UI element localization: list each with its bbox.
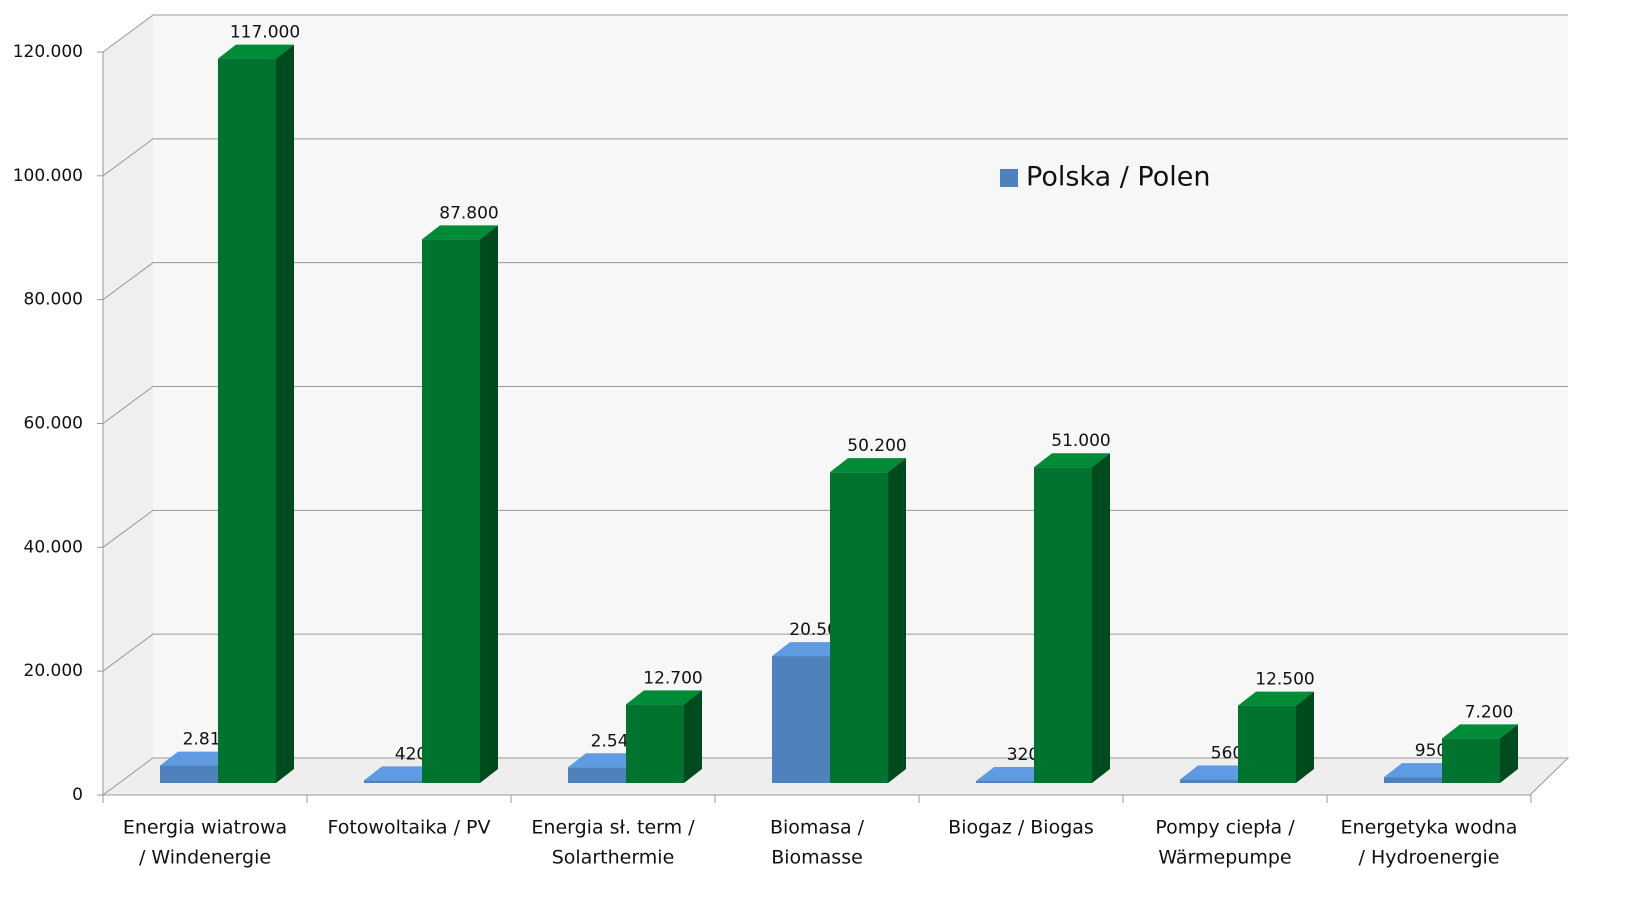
- x-tick-label: Biomasse: [771, 847, 863, 869]
- grid-line: [102, 14, 1568, 53]
- bar-top: [568, 753, 644, 768]
- bar: [772, 656, 830, 783]
- bar-top: [772, 642, 848, 657]
- bar: [1180, 779, 1238, 783]
- bar: [1034, 467, 1092, 783]
- data-label: 87.800: [439, 203, 498, 223]
- bar: [568, 767, 626, 783]
- bar-top: [364, 766, 440, 781]
- x-tick-label: Wärmepumpe: [1158, 847, 1291, 869]
- x-tick-label: / Windenergie: [139, 847, 271, 869]
- bar-top: [1180, 765, 1256, 780]
- bar: [160, 765, 218, 783]
- data-label: 12.700: [643, 668, 702, 688]
- bar: [422, 239, 480, 783]
- bar: [1442, 738, 1500, 783]
- bar: [1238, 705, 1296, 783]
- bar: [976, 781, 1034, 783]
- x-tick-label: Biogaz / Biogas: [948, 817, 1094, 839]
- x-tick-label: Energia sł. term /: [531, 817, 695, 839]
- bar: [830, 472, 888, 783]
- data-label: 117.000: [230, 23, 300, 43]
- bar-side: [1500, 724, 1518, 783]
- data-label: 12.500: [1255, 670, 1314, 690]
- x-tick-label: / Hydroenergie: [1359, 847, 1500, 869]
- bar-top: [830, 458, 906, 473]
- data-label: 51.000: [1051, 431, 1110, 451]
- grid-line: [102, 386, 1568, 424]
- bar-side: [480, 225, 498, 783]
- bar-top: [160, 751, 236, 766]
- bar-top: [422, 225, 498, 240]
- bar-top: [626, 690, 702, 705]
- bar-top: [1034, 453, 1110, 468]
- x-tick-label: Energetyka wodna: [1341, 817, 1518, 839]
- legend-label: Polska / Polen: [1026, 162, 1210, 193]
- bar: [1384, 777, 1442, 783]
- bar-side: [276, 44, 294, 783]
- bar-side: [684, 690, 702, 783]
- data-label: 420: [395, 744, 427, 764]
- grid-line: [102, 138, 1568, 177]
- bar: [626, 704, 684, 783]
- data-label: 320: [1007, 745, 1039, 765]
- bar-top: [1442, 724, 1518, 739]
- bar: [218, 58, 276, 783]
- bar-top: [218, 44, 294, 59]
- bar-side: [888, 458, 906, 783]
- y-tick-label: 60.000: [24, 414, 83, 434]
- legend-swatch: [1000, 169, 1018, 187]
- grid-line: [102, 262, 1568, 301]
- y-tick-label: 0: [72, 785, 83, 805]
- bar: [364, 780, 422, 783]
- data-label: 7.200: [1465, 702, 1514, 722]
- data-label: 950: [1415, 741, 1447, 761]
- bar-top: [976, 767, 1052, 782]
- y-tick-label: 120.000: [13, 42, 83, 62]
- y-tick-label: 40.000: [24, 537, 83, 557]
- y-tick-label: 20.000: [24, 661, 83, 681]
- x-tick-label: Pompy ciepła /: [1155, 817, 1295, 839]
- bar-top: [1238, 691, 1314, 706]
- y-tick-label: 100.000: [13, 166, 83, 186]
- x-tick-label: Biomasa /: [770, 817, 865, 839]
- x-tick-label: Fotowoltaika / PV: [327, 817, 490, 839]
- y-tick-label: 80.000: [24, 290, 83, 310]
- bar-side: [1296, 691, 1314, 783]
- data-label: 560: [1211, 744, 1243, 764]
- bar-side: [1092, 453, 1110, 783]
- x-tick-label: Energia wiatrowa: [123, 817, 287, 839]
- bar-top: [1384, 763, 1460, 778]
- x-tick-label: Solarthermie: [552, 847, 675, 869]
- data-label: 50.200: [847, 436, 906, 456]
